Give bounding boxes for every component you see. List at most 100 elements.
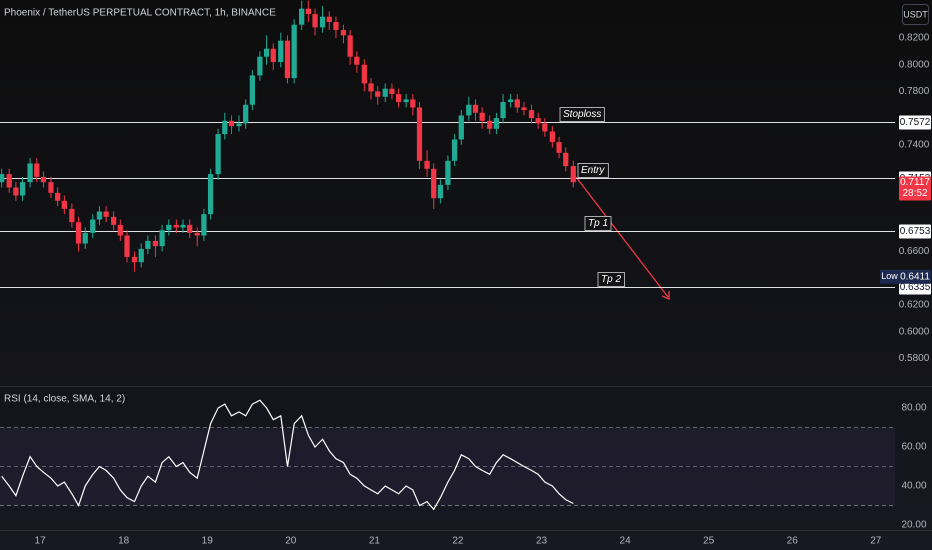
x-tick-label: 27 <box>870 536 882 547</box>
rsi-tick-label: 20.00 <box>901 520 926 531</box>
current-price: 0.7117 <box>900 177 930 188</box>
x-tick-label: 21 <box>369 536 381 547</box>
candle-body <box>124 235 130 257</box>
candle-body <box>222 120 228 135</box>
y-tick-label: 0.7800 <box>899 86 930 97</box>
candle-body <box>403 99 409 103</box>
x-tick-label: 24 <box>620 536 632 547</box>
candle-body <box>333 22 339 31</box>
candle-body <box>48 182 54 193</box>
x-tick-label: 23 <box>536 536 548 547</box>
candle-body <box>145 240 151 249</box>
x-tick-label: 22 <box>452 536 464 547</box>
candle-body <box>159 230 165 247</box>
candle-body <box>82 232 88 244</box>
candle-body <box>487 120 493 129</box>
candle-body <box>284 40 291 79</box>
candle-body <box>416 107 423 161</box>
candle-body <box>305 8 311 15</box>
candle-body <box>437 184 444 199</box>
level-price-box <box>899 224 931 239</box>
candle-body <box>368 83 374 92</box>
candle-body <box>40 176 47 183</box>
y-tick-label: 0.6600 <box>899 246 930 257</box>
candle-body <box>375 91 381 97</box>
candle-body <box>61 200 67 209</box>
candle-body <box>549 131 556 143</box>
candle-body <box>458 115 464 140</box>
candle-body <box>228 120 235 127</box>
candle-body <box>249 75 256 105</box>
candle-body <box>361 64 367 84</box>
candle-body <box>207 174 214 215</box>
current-price-box <box>899 176 931 201</box>
candle-body <box>389 88 395 95</box>
level-price-box <box>899 115 931 130</box>
candle-body <box>466 104 472 116</box>
chart-title: Phoenix / TetherUS PERPETUAL CONTRACT, 1… <box>4 8 276 19</box>
level-annotation-box <box>584 216 612 231</box>
candle-body <box>96 211 103 220</box>
candle-body <box>493 118 500 129</box>
candle-body <box>263 48 270 57</box>
level-annotation-box <box>577 163 609 178</box>
candle-body <box>472 104 479 113</box>
level-price: 0.6753 <box>900 226 931 237</box>
low-name-box <box>880 269 899 284</box>
candle-body <box>354 56 360 65</box>
candle-body <box>131 256 138 263</box>
y-tick-label: 0.6200 <box>899 300 930 311</box>
candle-body <box>431 168 437 199</box>
candle-body <box>347 35 353 57</box>
level-price: 0.7572 <box>900 117 931 128</box>
level-annotation: Entry <box>581 165 605 176</box>
candle-body <box>90 219 96 233</box>
candle-body <box>500 102 506 119</box>
x-tick-label: 19 <box>202 536 214 547</box>
candle-body <box>180 224 186 228</box>
candle-body <box>445 160 451 185</box>
candle-body <box>312 14 318 28</box>
candle-body <box>563 152 569 167</box>
level-annotation-box <box>559 107 605 122</box>
candle-body <box>55 192 61 201</box>
y-tick-label: 0.8200 <box>899 33 930 44</box>
level-annotation: Tp 1 <box>588 218 608 229</box>
countdown: 28:52 <box>902 188 927 199</box>
candle-body <box>13 187 19 196</box>
candle-body <box>243 104 249 124</box>
y-tick-label: 0.5800 <box>899 353 930 364</box>
candle-body <box>479 112 485 121</box>
candle-body <box>34 163 40 177</box>
candle-body <box>270 48 276 63</box>
candle-body <box>201 214 207 236</box>
candle-body <box>6 174 12 188</box>
candle-body <box>556 142 562 153</box>
x-tick-label: 17 <box>35 536 47 547</box>
rsi-tick-label: 40.00 <box>901 481 926 492</box>
level-annotation: Stoploss <box>563 109 601 120</box>
y-tick-label: 0.6000 <box>899 326 930 337</box>
x-tick-label: 20 <box>285 536 297 547</box>
candle-body <box>0 174 5 183</box>
x-tick-label: 25 <box>703 536 715 547</box>
candle-body <box>514 99 520 108</box>
rsi-line <box>1 399 574 511</box>
candle-body <box>570 166 576 183</box>
candle-body <box>382 88 388 97</box>
currency-label[interactable]: USDT <box>903 9 928 19</box>
candle-body <box>257 56 263 76</box>
candle-body <box>173 224 179 228</box>
y-tick-label: 0.7400 <box>899 139 930 150</box>
candle-body <box>521 107 527 111</box>
currency-button[interactable] <box>902 4 929 25</box>
candle-body <box>117 224 123 236</box>
candle-body <box>27 163 33 183</box>
level-annotation: Tp 2 <box>601 274 621 285</box>
candle-body <box>535 118 541 124</box>
candle-body <box>528 110 535 119</box>
candle-body <box>215 134 221 175</box>
candle-body <box>424 160 430 169</box>
candle-body <box>278 40 284 63</box>
level-price: 0.6335 <box>900 282 931 293</box>
